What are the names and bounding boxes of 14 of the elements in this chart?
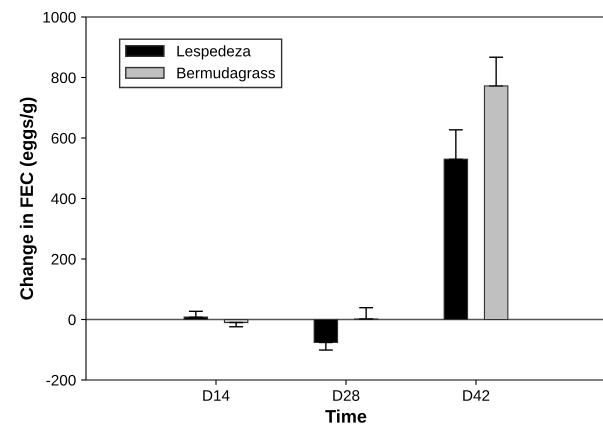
y-tick-label: 600: [52, 132, 76, 144]
x-axis-title: Time: [325, 410, 366, 423]
y-axis-title: Change in FEC (eggs/g): [20, 98, 37, 300]
y-tick-label: 1000: [43, 12, 76, 23]
y-tick-label: 200: [52, 254, 76, 265]
y-tick-label: 400: [51, 193, 76, 204]
x-tick-label: D14: [203, 390, 230, 401]
y-tick-label: 0: [68, 314, 76, 326]
legend-label: Bermudagrass: [177, 67, 275, 82]
legend-label: Lespedeza: [177, 45, 251, 60]
y-tick-label: 800: [51, 72, 76, 84]
y-tick-label: -200: [46, 374, 76, 386]
x-tick-label: D28: [333, 390, 360, 401]
x-tick-label: D42: [463, 390, 490, 401]
